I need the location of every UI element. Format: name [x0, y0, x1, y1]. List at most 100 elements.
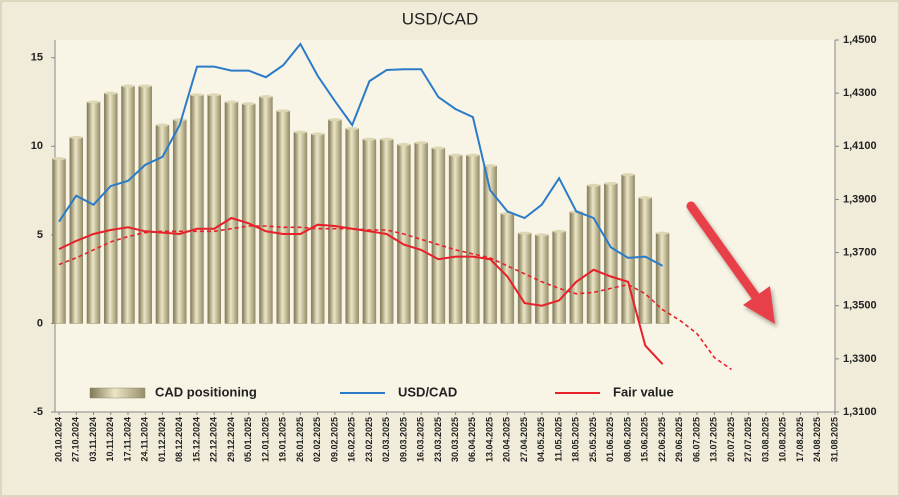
x-tick-label: 20.07.2025	[726, 417, 736, 462]
y-tick-label: 15	[31, 52, 43, 64]
bar	[569, 211, 584, 324]
x-tick-label: 09.02.2025	[329, 417, 339, 462]
x-tick-label: 16.03.2025	[416, 417, 426, 462]
x-tick-label: 25.05.2025	[588, 417, 598, 462]
x-tick-label: 27.04.2025	[519, 417, 529, 462]
y-tick-label: -5	[33, 406, 43, 418]
x-tick-label: 10.11.2024	[105, 417, 115, 462]
bar	[259, 96, 273, 324]
x-tick-label: 17.08.2025	[795, 417, 805, 462]
bar	[155, 124, 170, 324]
bar-cap	[69, 135, 83, 139]
bar	[328, 119, 342, 324]
bar	[345, 128, 359, 324]
x-tick-label: 27.07.2025	[743, 417, 753, 462]
bar-cap	[587, 183, 601, 187]
x-tick-label: 15.06.2025	[640, 417, 650, 462]
bar	[86, 101, 101, 324]
x-tick-label: 05.01.2025	[243, 417, 253, 462]
y-tick-label: 10	[31, 140, 43, 152]
x-tick-label: 03.11.2024	[88, 417, 98, 462]
bar	[466, 154, 480, 324]
x-tick-label: 06.07.2025	[691, 417, 701, 462]
x-tick-label: 02.02.2025	[312, 417, 322, 462]
x-tick-label: 26.01.2025	[295, 417, 305, 462]
x-tick-label: 31.08.2025	[829, 417, 839, 462]
bar	[431, 147, 446, 324]
x-tick-label: 13.04.2025	[484, 417, 494, 462]
x-tick-label: 24.08.2025	[812, 417, 822, 462]
bar-cap	[656, 231, 670, 235]
y-tick-label: 5	[37, 229, 43, 241]
x-tick-label: 20.04.2025	[502, 417, 512, 462]
x-tick-label: 06.04.2025	[467, 417, 477, 462]
x-tick-label: 17.11.2024	[122, 417, 132, 462]
x-tick-label: 11.05.2025	[553, 417, 563, 462]
y2-tick-label: 1,4300	[843, 87, 877, 99]
bar	[241, 103, 256, 324]
x-tick-label: 10.08.2025	[778, 417, 788, 462]
bar-cap	[552, 229, 566, 233]
bar-cap	[431, 146, 445, 150]
y2-tick-label: 1,3300	[843, 353, 877, 365]
y2-tick-label: 1,4500	[843, 34, 877, 46]
x-tick-label: 12.01.2025	[260, 417, 270, 462]
bar-cap	[397, 143, 411, 147]
bar-cap	[259, 95, 273, 99]
bar	[276, 110, 290, 324]
y-tick-label: 0	[37, 317, 43, 329]
bar	[190, 94, 204, 324]
bar-cap	[380, 137, 394, 141]
trend-arrow	[686, 201, 775, 324]
y2-tick-label: 1,3500	[843, 300, 877, 312]
bar-cap	[86, 100, 100, 104]
bar-cap	[242, 102, 256, 106]
dashed-line	[58, 225, 732, 371]
x-tick-label: 01.12.2024	[157, 417, 167, 462]
x-tick-label: 04.05.2025	[536, 417, 546, 462]
legend-swatch	[89, 387, 146, 399]
x-tick-label: 02.03.2025	[381, 417, 391, 462]
x-tick-label: 22.06.2025	[657, 417, 667, 462]
x-tick-label: 23.02.2025	[364, 417, 374, 462]
y2-tick-label: 1,3700	[843, 246, 877, 258]
bar	[224, 101, 239, 324]
x-tick-label: 03.08.2025	[760, 417, 770, 462]
bar	[207, 94, 221, 324]
bar	[52, 158, 66, 324]
bar	[103, 92, 118, 324]
y2-tick-label: 1,4100	[843, 140, 877, 152]
legend-label: CAD positioning	[155, 384, 257, 399]
bar-cap	[311, 132, 325, 136]
bar	[552, 231, 566, 324]
x-tick-label: 24.11.2024	[140, 417, 150, 462]
bar	[586, 185, 601, 324]
bar-cap	[121, 84, 135, 88]
x-tick-label: 22.12.2024	[209, 417, 219, 462]
bar	[172, 119, 187, 324]
bar-cap	[414, 141, 428, 145]
bar-cap	[535, 233, 549, 237]
x-tick-label: 19.01.2025	[278, 417, 288, 462]
x-tick-label: 29.12.2024	[226, 417, 236, 462]
bar-cap	[345, 127, 359, 131]
line	[58, 42, 664, 267]
legend-label: Fair value	[613, 384, 674, 399]
x-tick-label: 08.12.2024	[174, 417, 184, 462]
bar-cap	[138, 84, 152, 88]
bar-cap	[190, 93, 204, 97]
bar	[414, 142, 428, 324]
bar-cap	[604, 181, 618, 185]
bar	[604, 183, 618, 324]
bar-cap	[449, 153, 463, 157]
bar-cap	[276, 109, 290, 113]
bar-cap	[224, 100, 238, 104]
legend-label: USD/CAD	[398, 384, 457, 399]
bar-cap	[207, 93, 221, 97]
y2-tick-label: 1,3900	[843, 193, 877, 205]
x-tick-label: 29.06.2025	[674, 417, 684, 462]
bar	[121, 85, 135, 324]
bar-cap	[52, 157, 66, 161]
x-tick-label: 23.03.2025	[433, 417, 443, 462]
